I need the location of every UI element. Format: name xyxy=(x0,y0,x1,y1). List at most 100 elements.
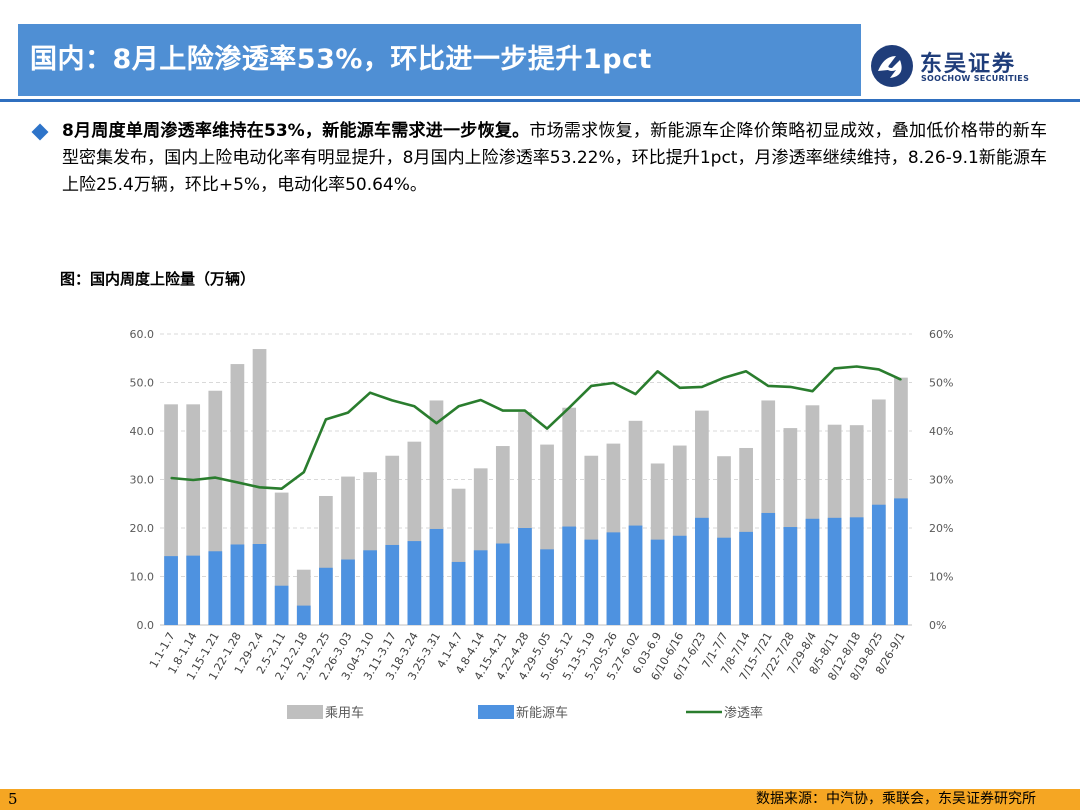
point-penetration-rate xyxy=(347,411,349,414)
point-penetration-rate xyxy=(878,368,880,371)
title-banner: 国内：8月上险渗透率53%，环比进一步提升1pct xyxy=(18,24,861,96)
summary-body: 市场需求恢复，新能源车企降价策略初显成效，叠加低价格带的新车型密集发布，国内上险… xyxy=(62,121,1047,195)
point-penetration-rate xyxy=(767,385,770,387)
bar-new-energy-vehicle xyxy=(164,556,178,625)
bar-new-energy-vehicle xyxy=(385,544,400,625)
bar-new-energy-vehicle xyxy=(319,567,333,625)
bar-new-energy-vehicle xyxy=(562,526,577,625)
legend-swatch-bar xyxy=(478,705,514,719)
bar-new-energy-vehicle xyxy=(584,539,599,625)
point-penetration-rate xyxy=(900,378,902,381)
header-divider xyxy=(0,99,1080,102)
point-penetration-rate xyxy=(280,487,283,490)
bar-new-energy-vehicle xyxy=(429,528,444,625)
point-penetration-rate xyxy=(391,399,394,402)
bar-new-energy-vehicle xyxy=(695,517,709,625)
point-penetration-rate xyxy=(435,422,438,425)
footer-bar: 5 数据来源：中汽协，乘联会，东吴证券研究所 xyxy=(0,789,1080,810)
point-penetration-rate xyxy=(612,382,615,384)
bar-new-energy-vehicle xyxy=(540,549,554,625)
y-left-tick-label: 20.0 xyxy=(130,522,155,535)
logo-name-cn: 东吴证券 xyxy=(920,52,1017,77)
y-right-tick-label: 30% xyxy=(929,474,953,487)
point-penetration-rate xyxy=(479,399,482,401)
y-right-tick-label: 0% xyxy=(929,619,946,632)
bar-new-energy-vehicle xyxy=(451,561,466,625)
bar-new-energy-vehicle xyxy=(805,518,820,625)
point-penetration-rate xyxy=(214,476,217,479)
point-penetration-rate xyxy=(723,376,725,379)
y-right-tick-label: 20% xyxy=(929,522,953,535)
y-left-tick-label: 40.0 xyxy=(130,425,155,438)
bar-new-energy-vehicle xyxy=(252,544,267,625)
company-logo: 东吴证券 SOOCHOW SECURITIES xyxy=(870,44,1070,90)
bar-new-energy-vehicle xyxy=(894,498,908,625)
y-left-tick-label: 0.0 xyxy=(137,619,155,632)
bar-new-energy-vehicle xyxy=(407,541,422,625)
bar-new-energy-vehicle xyxy=(761,512,776,625)
point-penetration-rate xyxy=(811,390,814,393)
y-left-tick-label: 10.0 xyxy=(130,571,155,584)
bar-new-energy-vehicle xyxy=(827,517,842,625)
point-penetration-rate xyxy=(701,386,703,388)
bar-new-energy-vehicle xyxy=(717,537,731,625)
chart-title: 图：国内周度上险量（万辆） xyxy=(60,270,256,288)
logo-name-en: SOOCHOW SECURITIES xyxy=(921,74,1030,83)
point-penetration-rate xyxy=(855,365,858,368)
legend-label: 渗透率 xyxy=(724,705,763,721)
bar-new-energy-vehicle xyxy=(296,605,311,625)
summary-paragraph: 8月周度单周渗透率维持在53%，新能源车需求进一步恢复。市场需求恢复，新能源车企… xyxy=(62,118,1047,199)
point-penetration-rate xyxy=(369,391,371,394)
page-title: 国内：8月上险渗透率53%，环比进一步提升1pct xyxy=(30,44,652,75)
point-penetration-rate xyxy=(192,479,194,481)
point-penetration-rate xyxy=(413,405,416,408)
bar-new-energy-vehicle xyxy=(208,551,223,625)
point-penetration-rate xyxy=(789,386,792,388)
point-penetration-rate xyxy=(678,387,681,389)
bar-new-energy-vehicle xyxy=(274,585,289,625)
point-penetration-rate xyxy=(590,385,593,387)
y-right-tick-label: 40% xyxy=(929,425,953,438)
point-penetration-rate xyxy=(833,367,836,370)
y-right-tick-label: 10% xyxy=(929,571,953,584)
bar-new-energy-vehicle xyxy=(849,517,864,625)
bar-new-energy-vehicle xyxy=(871,504,886,625)
summary-bold: 8月周度单周渗透率维持在53%，新能源车需求进一步恢复。 xyxy=(62,121,530,141)
bar-new-energy-vehicle xyxy=(628,525,643,625)
point-penetration-rate xyxy=(236,481,239,484)
point-penetration-rate xyxy=(325,418,327,421)
bar-new-energy-vehicle xyxy=(495,543,510,625)
bar-new-energy-vehicle xyxy=(783,527,798,625)
data-source: 数据来源：中汽协，乘联会，东吴证券研究所 xyxy=(756,791,1036,807)
line-penetration-rate xyxy=(170,365,902,490)
y-right-tick-label: 60% xyxy=(929,328,953,341)
point-penetration-rate xyxy=(170,477,172,479)
bar-new-energy-vehicle xyxy=(650,539,665,625)
page-number: 5 xyxy=(8,790,18,808)
legend-swatch-bar xyxy=(287,705,323,719)
bar-new-energy-vehicle xyxy=(230,544,245,625)
y-left-tick-label: 50.0 xyxy=(130,377,155,390)
point-penetration-rate xyxy=(258,486,261,489)
soochow-logo-icon xyxy=(871,45,913,87)
y-left-tick-label: 30.0 xyxy=(130,474,155,487)
bar-new-energy-vehicle xyxy=(606,532,621,625)
y-left-tick-label: 60.0 xyxy=(130,328,155,341)
point-penetration-rate xyxy=(546,427,548,430)
point-penetration-rate xyxy=(302,471,305,474)
diamond-bullet-icon xyxy=(31,123,49,141)
bar-new-energy-vehicle xyxy=(363,550,377,625)
point-penetration-rate xyxy=(634,393,637,395)
point-penetration-rate xyxy=(502,409,504,412)
bar-new-energy-vehicle xyxy=(518,528,532,625)
bar-new-energy-vehicle xyxy=(739,531,753,625)
bar-new-energy-vehicle xyxy=(672,535,687,625)
bar-new-energy-vehicle xyxy=(341,559,355,625)
point-penetration-rate xyxy=(745,370,747,373)
point-penetration-rate xyxy=(656,370,659,373)
bar-new-energy-vehicle xyxy=(186,555,201,625)
point-penetration-rate xyxy=(568,406,570,409)
point-penetration-rate xyxy=(457,405,460,408)
point-penetration-rate xyxy=(524,409,526,412)
y-right-tick-label: 50% xyxy=(929,377,953,390)
